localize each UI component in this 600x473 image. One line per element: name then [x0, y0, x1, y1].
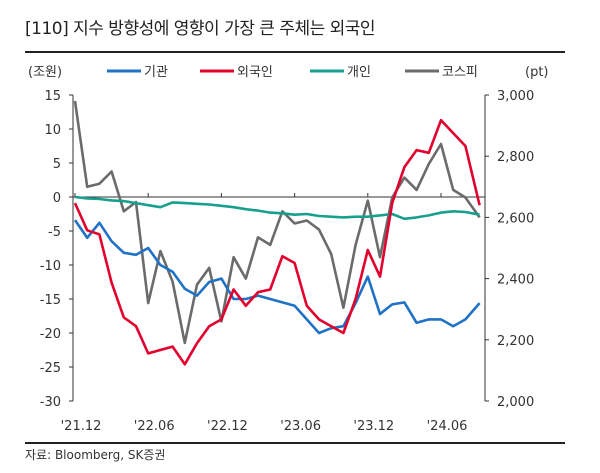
x-tick-label: '23.06	[280, 419, 321, 434]
legend-label: 외국인	[237, 65, 273, 80]
series-line-0	[73, 219, 481, 335]
right-tick-label: 2,400	[497, 273, 534, 288]
right-tick-label: 2,600	[497, 211, 534, 226]
left-tick-label: -25	[40, 361, 61, 376]
left-tick-label: -10	[40, 259, 61, 274]
series-line-1	[73, 118, 481, 366]
right-tick-label: 3,000	[497, 89, 534, 104]
series-line-2	[74, 195, 480, 221]
x-tick-label: '24.06	[427, 419, 468, 434]
series-line-3	[73, 100, 481, 345]
x-tick-label: '22.06	[134, 419, 175, 434]
right-tick-label: 2,800	[497, 150, 534, 165]
right-unit-label: (pt)	[525, 65, 549, 80]
left-tick-label: 15	[44, 89, 61, 104]
x-tick-label: '23.12	[353, 419, 394, 434]
left-tick-label: -30	[40, 395, 61, 410]
x-tick-label: '21.12	[61, 419, 102, 434]
chart-title: [110] 지수 방향성에 영향이 가장 큰 주체는 외국인	[25, 19, 376, 39]
x-tick-label: '22.12	[207, 419, 248, 434]
legend-label: 기관	[144, 65, 168, 80]
left-tick-label: -5	[48, 225, 61, 240]
legend-label: 개인	[347, 65, 371, 80]
bottom-rule	[25, 442, 565, 444]
source-note: 자료: Bloomberg, SK증권	[25, 448, 166, 462]
left-tick-label: 0	[53, 191, 61, 206]
right-tick-label: 2,200	[497, 334, 534, 349]
left-unit-label: (조원)	[28, 65, 62, 80]
legend-label: 코스피	[442, 65, 478, 80]
left-tick-label: -20	[40, 327, 61, 342]
right-tick-label: 2,000	[497, 395, 534, 410]
left-tick-label: -15	[40, 293, 61, 308]
left-tick-label: 10	[44, 123, 61, 138]
top-rule	[25, 51, 565, 53]
left-tick-label: 5	[53, 157, 61, 172]
